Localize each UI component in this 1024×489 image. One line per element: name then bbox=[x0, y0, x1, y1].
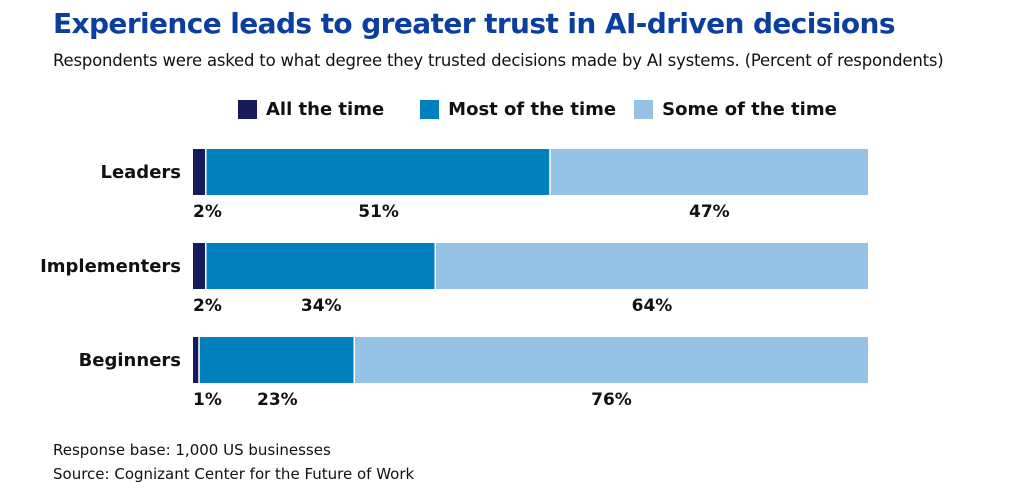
data-label-leaders-some-of-the-time: 47% bbox=[689, 202, 730, 222]
data-label-beginners-some-of-the-time: 76% bbox=[591, 390, 632, 410]
category-label-beginners: Beginners bbox=[79, 350, 181, 371]
data-label-implementers-all-the-time: 2% bbox=[193, 296, 222, 316]
bar-segment-beginners-some-of-the-time bbox=[355, 337, 868, 383]
bar-segment-beginners-all-the-time bbox=[193, 337, 199, 383]
data-label-leaders-most-of-the-time: 51% bbox=[358, 202, 399, 222]
bar-segment-leaders-most-of-the-time bbox=[206, 149, 550, 195]
data-label-implementers-most-of-the-time: 34% bbox=[301, 296, 342, 316]
bar-segment-implementers-some-of-the-time bbox=[436, 243, 868, 289]
legend-swatch bbox=[420, 100, 440, 119]
source-note: Source: Cognizant Center for the Future … bbox=[53, 465, 415, 483]
chart-title: Experience leads to greater trust in AI-… bbox=[53, 7, 895, 40]
legend-swatch bbox=[634, 100, 654, 119]
legend-item-some-of-the-time: Some of the time bbox=[634, 99, 837, 120]
bar-segment-leaders-all-the-time bbox=[193, 149, 205, 195]
legend-label: All the time bbox=[266, 99, 385, 120]
data-label-beginners-all-the-time: 1% bbox=[193, 390, 222, 410]
response-base-note: Response base: 1,000 US businesses bbox=[53, 441, 331, 459]
data-label-leaders-all-the-time: 2% bbox=[193, 202, 222, 222]
legend-item-all-the-time: All the time bbox=[238, 99, 384, 120]
category-label-leaders: Leaders bbox=[100, 162, 181, 183]
data-label-implementers-some-of-the-time: 64% bbox=[632, 296, 673, 316]
legend-item-most-of-the-time: Most of the time bbox=[420, 99, 616, 120]
legend-label: Some of the time bbox=[662, 99, 837, 120]
bar-segment-implementers-all-the-time bbox=[193, 243, 205, 289]
category-label-implementers: Implementers bbox=[40, 256, 181, 277]
chart-subtitle: Respondents were asked to what degree th… bbox=[53, 51, 944, 70]
data-label-beginners-most-of-the-time: 23% bbox=[257, 390, 298, 410]
legend: All the time Most of the time Some of th… bbox=[238, 99, 855, 120]
bar-segment-leaders-some-of-the-time bbox=[550, 149, 868, 195]
bar-segment-implementers-most-of-the-time bbox=[206, 243, 435, 289]
legend-swatch bbox=[238, 100, 257, 119]
bar-segment-beginners-most-of-the-time bbox=[199, 337, 354, 383]
legend-label: Most of the time bbox=[448, 99, 617, 120]
